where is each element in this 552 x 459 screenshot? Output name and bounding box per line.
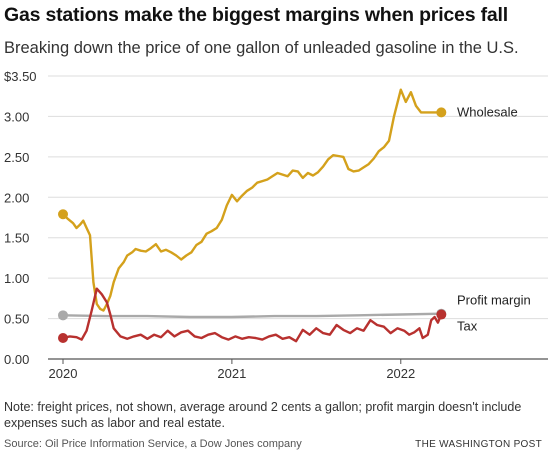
chart-gridlines [48, 75, 548, 360]
tax-line [61, 287, 443, 343]
y-tick-label: 1.50 [4, 231, 29, 246]
y-tick-label: 0.00 [4, 352, 29, 367]
x-tick-label: 2021 [217, 366, 246, 381]
y-tick-label: $3.50 [4, 69, 37, 84]
profit-margin-line [61, 312, 443, 319]
x-tick-label: 2020 [49, 366, 78, 381]
wholesale-label: Wholesale [457, 104, 518, 119]
x-axis: 2020 2021 2022 [49, 359, 415, 381]
profit-margin-label: Profit margin [457, 293, 531, 308]
x-tick-label: 2022 [386, 366, 415, 381]
tax-end-dot [436, 309, 447, 320]
y-axis-tick-labels: 0.00 0.50 1.00 1.50 2.00 2.50 3.00 $3.50 [4, 69, 37, 367]
chart-subtitle: Breaking down the price of one gallon of… [4, 39, 519, 57]
y-tick-label: 2.00 [4, 190, 29, 205]
tax-label: Tax [457, 319, 478, 334]
series-labels: Wholesale Profit margin Tax [457, 104, 531, 333]
y-tick-label: 1.00 [4, 271, 29, 286]
chart-series-lines [61, 88, 443, 343]
chart-title: Gas stations make the biggest margins wh… [4, 4, 508, 26]
y-tick-label: 3.00 [4, 109, 29, 124]
wholesale-end-dot [436, 107, 447, 118]
profit-margin-start-dot [58, 310, 68, 321]
y-tick-label: 0.50 [4, 312, 29, 327]
wholesale-start-dot [58, 209, 68, 220]
line-chart: 0.000.501.001.502.002.503.00$3.50 2020 20… [4, 69, 548, 381]
chart-series-markers [58, 107, 447, 343]
y-tick-label: 2.50 [4, 150, 29, 165]
chart-source: Source: Oil Price Information Service, a… [4, 438, 302, 450]
wholesale-line [61, 88, 443, 312]
chart-note: Note: freight prices, not shown, average… [4, 400, 522, 430]
tax-start-dot [58, 332, 68, 343]
publisher-credit: THE WASHINGTON POST [415, 439, 542, 450]
